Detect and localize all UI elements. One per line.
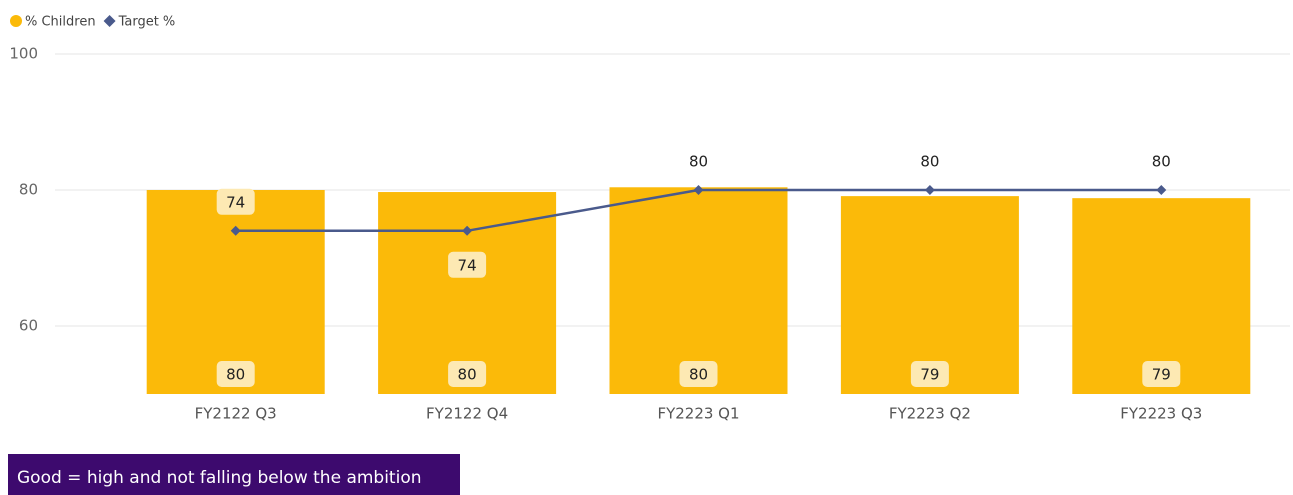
bar-label: 80 xyxy=(458,366,477,384)
bar xyxy=(378,192,557,394)
legend-label: Target % xyxy=(118,15,176,30)
legend-swatch xyxy=(10,15,22,27)
label-bg xyxy=(910,361,949,387)
line-marker xyxy=(230,225,241,236)
bar-label: 79 xyxy=(920,366,939,384)
line-label: 80 xyxy=(689,153,708,171)
note-box xyxy=(8,454,460,495)
legend-label: % Children xyxy=(25,15,96,30)
y-tick-label: 80 xyxy=(19,181,38,199)
bar-label: 80 xyxy=(226,366,245,384)
line-marker xyxy=(1156,185,1167,195)
line-marker xyxy=(462,225,473,236)
bar-label: 79 xyxy=(1152,366,1171,384)
label-bg xyxy=(679,361,718,387)
legend-swatch xyxy=(103,15,116,27)
line-label: 74 xyxy=(226,193,245,211)
y-tick-label: 100 xyxy=(9,45,38,63)
y-tick-label: 60 xyxy=(19,317,38,335)
x-tick-label: FY2223 Q2 xyxy=(889,405,971,423)
x-tick-label: FY2122 Q3 xyxy=(195,405,277,423)
line-marker xyxy=(924,185,935,195)
x-tick-label: FY2223 Q1 xyxy=(657,405,739,423)
line-label: 74 xyxy=(458,256,477,274)
bar xyxy=(609,187,788,394)
label-bg xyxy=(216,188,255,215)
x-tick-label: FY2223 Q3 xyxy=(1120,405,1202,423)
label-bg xyxy=(216,361,255,387)
bar-label: 80 xyxy=(689,366,708,384)
line-marker xyxy=(693,185,704,195)
line-label: 80 xyxy=(1152,153,1171,171)
bar xyxy=(146,190,325,394)
note: Good = high and not falling below the am… xyxy=(17,468,422,488)
label-bg xyxy=(1142,361,1181,387)
line-label: 80 xyxy=(920,153,939,171)
label-bg xyxy=(448,361,487,387)
label-bg xyxy=(448,251,487,278)
x-tick-label: FY2122 Q4 xyxy=(426,405,508,423)
